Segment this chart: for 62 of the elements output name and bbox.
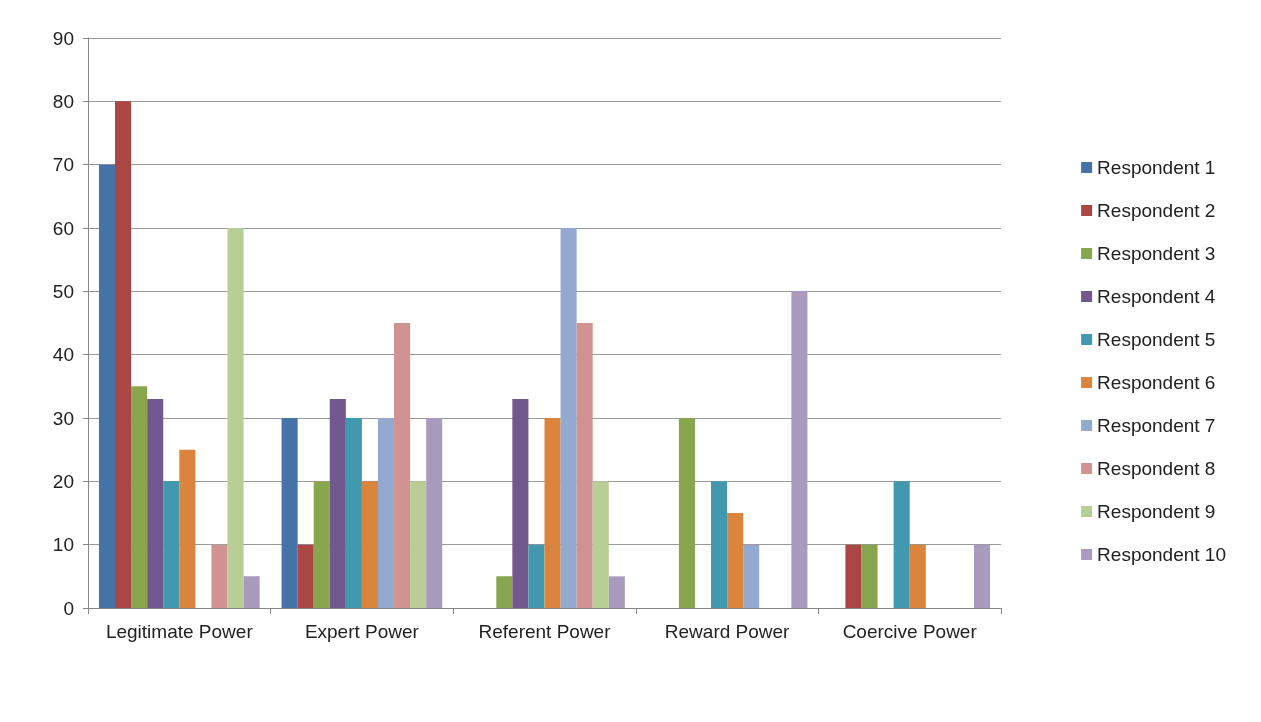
bar: [313, 481, 330, 608]
bar: [345, 418, 362, 608]
x-tick-label: Referent Power: [478, 621, 612, 642]
bar: [131, 386, 148, 608]
bar: [711, 481, 728, 608]
y-tick-label: 60: [52, 217, 74, 239]
x-tick-label: Reward Power: [664, 621, 791, 642]
bar: [528, 544, 545, 608]
bar: [560, 228, 577, 608]
legend-label: Respondent 4: [1097, 286, 1216, 307]
legend-label: Respondent 8: [1097, 458, 1216, 479]
bar: [678, 418, 695, 608]
y-tick-label: 20: [52, 470, 74, 492]
bar: [163, 481, 180, 608]
bar: [512, 399, 529, 608]
y-tick-label: 50: [52, 280, 74, 302]
bar: [727, 513, 744, 608]
bar: [743, 544, 760, 608]
bar: [115, 101, 132, 608]
bar: [893, 481, 910, 608]
bar: [973, 544, 991, 608]
legend-label: Respondent 10: [1097, 544, 1227, 565]
bar: [845, 544, 862, 608]
bar: [243, 576, 260, 608]
bar: [361, 481, 378, 608]
bar: [909, 544, 926, 608]
bar: [394, 323, 411, 608]
y-tick-label: 30: [52, 407, 74, 429]
bar: [227, 228, 244, 608]
x-tick-label: Coercive Power: [842, 621, 978, 642]
bar: [592, 481, 609, 608]
legend-label: Respondent 9: [1097, 501, 1216, 522]
bar: [211, 544, 228, 608]
y-tick-label: 90: [52, 27, 74, 49]
bar: [147, 399, 164, 608]
bar: [281, 418, 298, 608]
bar: [608, 576, 625, 608]
legend-label: Respondent 2: [1097, 200, 1216, 221]
y-tick-label: 70: [52, 154, 74, 176]
bar: [544, 418, 561, 608]
bar: [496, 576, 513, 608]
x-tick-label: Legitimate Power: [105, 621, 254, 642]
legend-label: Respondent 1: [1097, 157, 1216, 178]
bar: [426, 418, 443, 608]
y-tick-label: 40: [52, 344, 74, 366]
bar: [791, 291, 808, 608]
bar: [98, 164, 116, 608]
legend-label: Respondent 7: [1097, 415, 1216, 436]
bar: [377, 418, 395, 608]
y-tick-label: 10: [52, 534, 74, 556]
x-tick-label: Expert Power: [304, 621, 420, 642]
legend-label: Respondent 6: [1097, 372, 1216, 393]
bar: [576, 323, 593, 608]
y-tick-label: 0: [63, 597, 74, 619]
bar: [297, 544, 314, 608]
bar: [179, 449, 196, 608]
bar: [410, 481, 427, 608]
y-tick-label: 80: [52, 90, 74, 112]
legend-label: Respondent 3: [1097, 243, 1216, 264]
legend-label: Respondent 5: [1097, 329, 1216, 350]
bar: [861, 544, 878, 608]
bar: [329, 399, 346, 608]
